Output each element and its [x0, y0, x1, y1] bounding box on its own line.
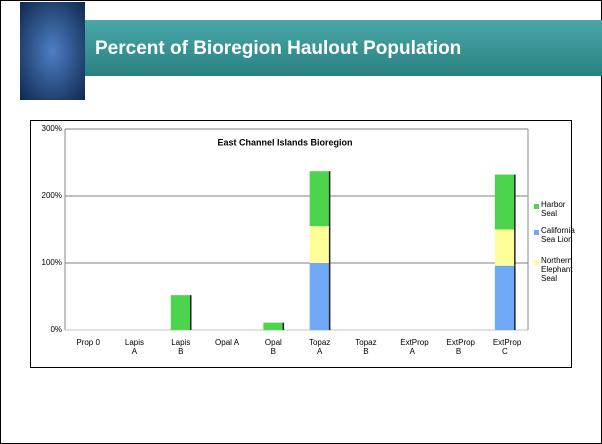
legend-label: Harbor Seal [541, 200, 566, 218]
header-image [20, 2, 85, 100]
chart-title: East Channel Islands Bioregion [217, 137, 352, 147]
header-bar [85, 20, 602, 76]
bar-segment [309, 171, 330, 227]
x-tick-label: Lapis B [171, 338, 191, 356]
bar-segment [309, 263, 330, 330]
x-tick-label: Lapis A [124, 338, 144, 356]
x-tick-label: Opal B [264, 338, 282, 356]
bar-segment [494, 229, 515, 266]
slide-title: Percent of Bioregion Haulout Population [95, 38, 461, 59]
y-tick-label: 200% [42, 191, 62, 200]
y-tick-label: 300% [42, 124, 62, 133]
legend-label: Northern Elephant Seal [541, 256, 573, 283]
bar-segment [263, 322, 284, 330]
legend-label: California Sea Lion [541, 226, 575, 244]
y-tick-label: 0% [50, 325, 62, 334]
x-tick-label: Topaz B [355, 338, 377, 356]
bar-segment [494, 174, 515, 230]
x-tick-label: ExtProp B [446, 338, 476, 356]
x-tick-label: Topaz A [308, 338, 331, 356]
legend-swatch [534, 204, 539, 209]
x-tick-label: ExtProp A [400, 338, 429, 356]
bar-segment [494, 265, 515, 330]
bar-segment [170, 295, 191, 330]
bar-segment [309, 226, 330, 263]
y-tick-label: 100% [42, 258, 62, 267]
x-tick-label: Prop 0 [76, 338, 100, 347]
x-tick-label: ExtProp C [492, 338, 522, 356]
legend-swatch [534, 230, 539, 235]
x-tick-label: Opal A [215, 338, 240, 347]
legend-swatch [534, 260, 539, 265]
chart-frame [30, 120, 572, 368]
